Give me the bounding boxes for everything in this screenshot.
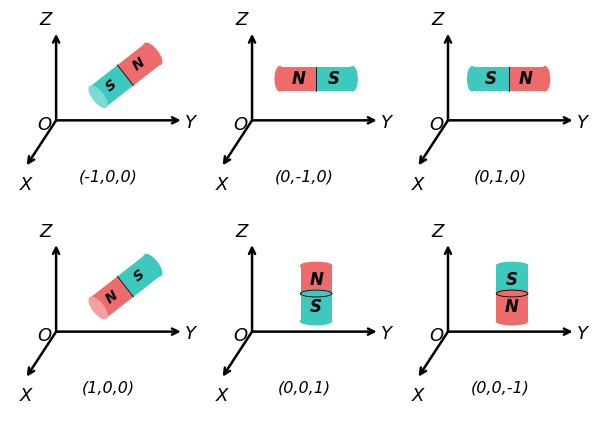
Bar <box>509 67 545 91</box>
Text: X: X <box>20 387 32 405</box>
Ellipse shape <box>300 290 332 297</box>
Text: Z: Z <box>39 223 52 241</box>
Text: Z: Z <box>235 11 247 29</box>
Ellipse shape <box>89 297 107 319</box>
Text: O: O <box>429 116 443 133</box>
Text: N: N <box>519 70 533 88</box>
Bar <box>497 293 527 321</box>
Text: (0,0,-1): (0,0,-1) <box>471 381 529 396</box>
Ellipse shape <box>497 318 527 325</box>
Text: (0,-1,0): (0,-1,0) <box>275 169 334 184</box>
Bar <box>300 293 332 321</box>
Text: X: X <box>412 176 424 194</box>
Text: O: O <box>233 116 247 133</box>
Ellipse shape <box>275 67 284 91</box>
Text: O: O <box>429 327 443 345</box>
Text: (0,0,1): (0,0,1) <box>278 381 330 396</box>
Text: S: S <box>506 271 518 289</box>
Text: Y: Y <box>577 114 588 132</box>
Bar <box>316 67 353 91</box>
Text: Z: Z <box>235 223 247 241</box>
Bar <box>497 266 527 293</box>
Text: N: N <box>292 70 306 88</box>
Ellipse shape <box>300 318 332 325</box>
Text: N: N <box>103 288 120 306</box>
Text: X: X <box>216 387 228 405</box>
Text: N: N <box>309 271 323 289</box>
Text: N: N <box>505 299 519 316</box>
Text: Z: Z <box>39 11 52 29</box>
Ellipse shape <box>144 254 162 276</box>
Text: N: N <box>130 56 148 74</box>
Text: S: S <box>104 77 120 95</box>
Text: S: S <box>310 299 322 316</box>
Text: X: X <box>412 387 424 405</box>
Text: Z: Z <box>431 223 444 241</box>
Text: S: S <box>485 70 497 88</box>
Text: Y: Y <box>185 325 196 343</box>
Ellipse shape <box>300 290 332 297</box>
Text: (1,0,0): (1,0,0) <box>81 381 135 396</box>
Text: X: X <box>20 176 32 194</box>
Text: X: X <box>216 176 228 194</box>
Ellipse shape <box>144 43 162 65</box>
Bar <box>472 67 509 91</box>
Ellipse shape <box>468 67 477 91</box>
Text: (0,1,0): (0,1,0) <box>473 169 527 184</box>
Polygon shape <box>90 276 134 318</box>
Polygon shape <box>117 255 161 297</box>
Ellipse shape <box>300 290 332 297</box>
Text: S: S <box>327 70 340 88</box>
Text: Y: Y <box>381 114 392 132</box>
Bar <box>300 266 332 293</box>
Text: Y: Y <box>185 114 196 132</box>
Ellipse shape <box>89 86 107 108</box>
Ellipse shape <box>497 262 527 269</box>
Text: Y: Y <box>577 325 588 343</box>
Ellipse shape <box>541 67 550 91</box>
Text: O: O <box>37 116 51 133</box>
Ellipse shape <box>497 290 527 297</box>
Polygon shape <box>90 65 134 107</box>
Ellipse shape <box>497 290 527 297</box>
Bar <box>280 67 316 91</box>
Ellipse shape <box>300 262 332 269</box>
Text: S: S <box>131 267 147 285</box>
Ellipse shape <box>497 290 527 297</box>
Text: O: O <box>233 327 247 345</box>
Polygon shape <box>117 44 161 86</box>
Text: (-1,0,0): (-1,0,0) <box>79 169 137 184</box>
Text: O: O <box>37 327 51 345</box>
Ellipse shape <box>348 67 357 91</box>
Text: Y: Y <box>381 325 392 343</box>
Text: Z: Z <box>431 11 444 29</box>
